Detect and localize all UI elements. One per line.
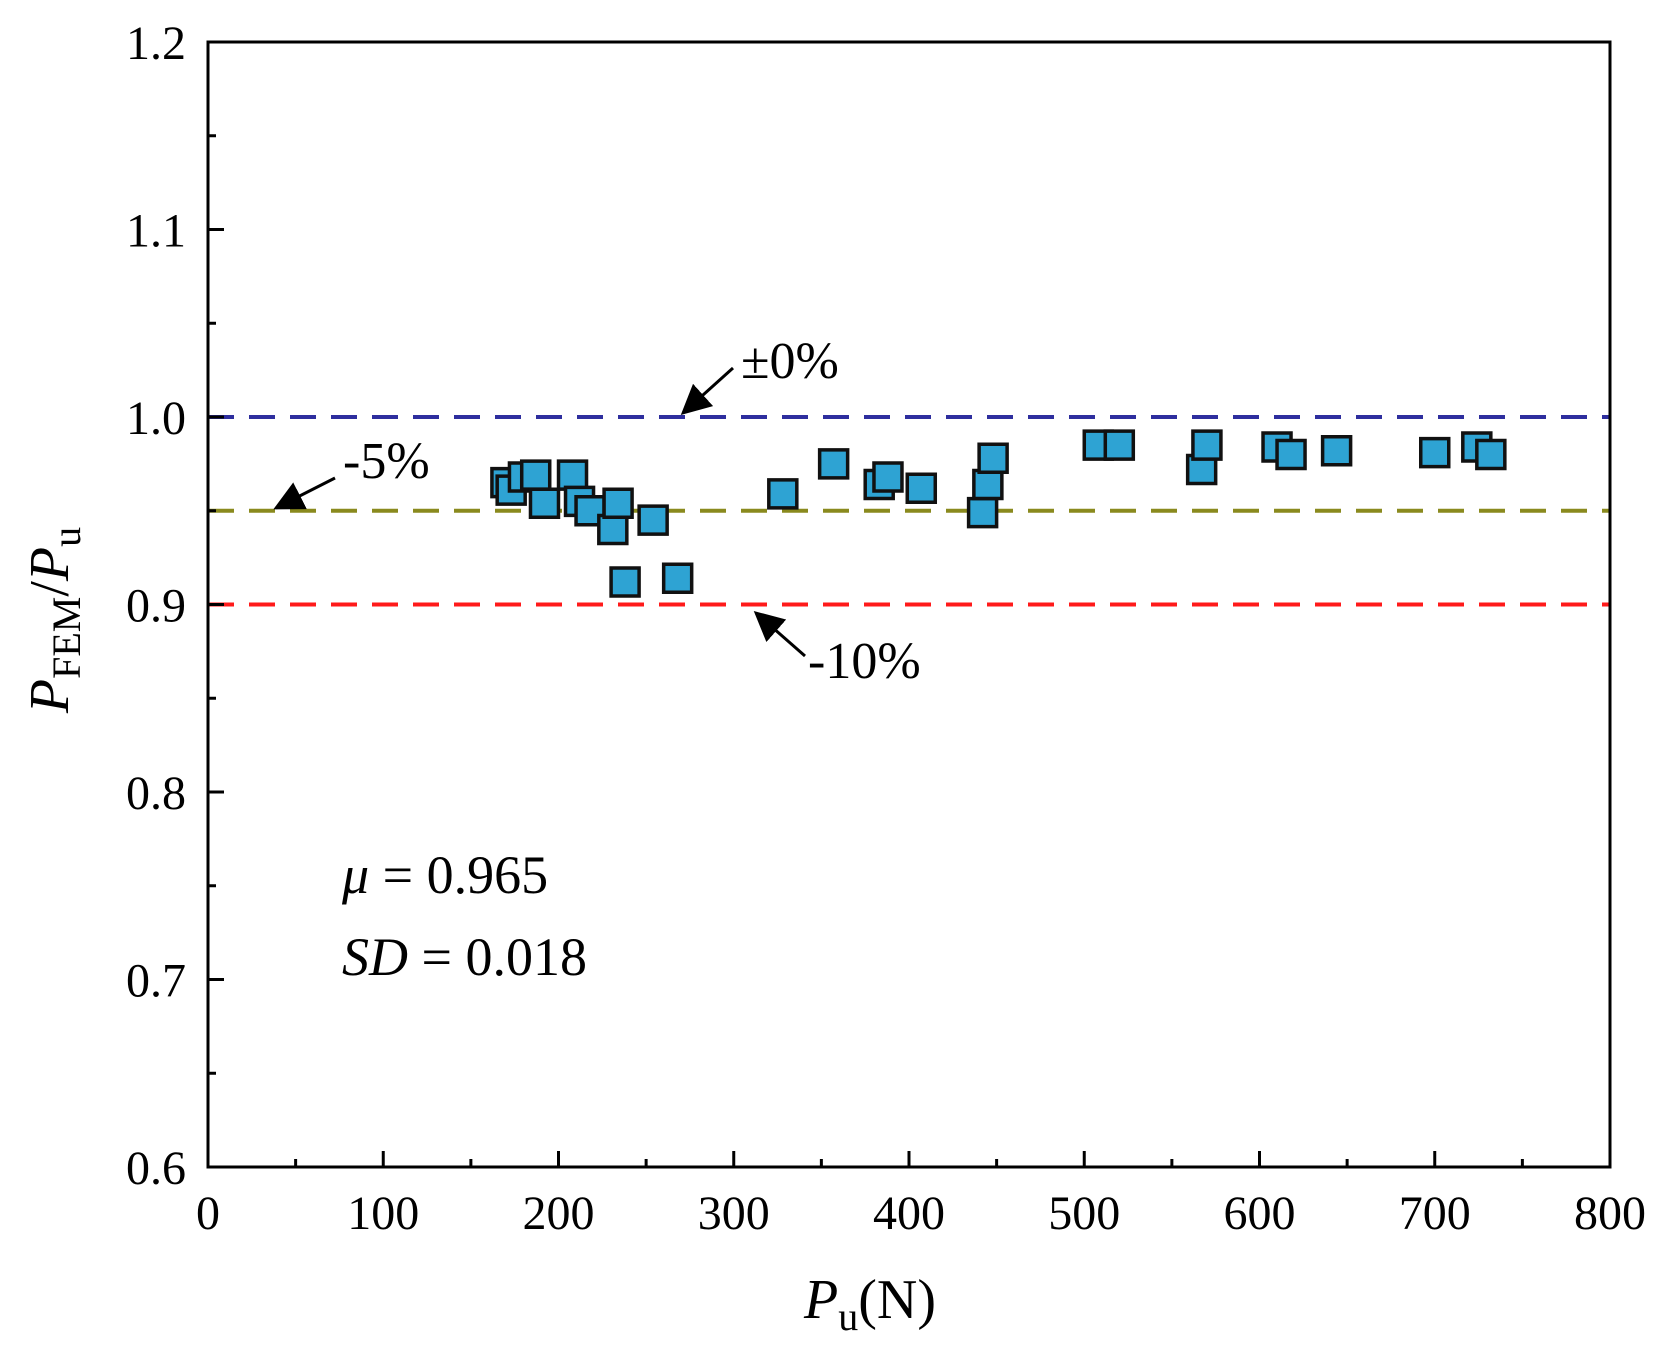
data-point [661, 562, 694, 594]
data-point [966, 496, 999, 529]
data-point [519, 459, 552, 491]
label-zero-percent: ±0% [741, 333, 839, 390]
mean-annotation: μ = 0.965 [341, 845, 548, 905]
data-point [1475, 438, 1507, 471]
y-tick-label: 1.1 [126, 205, 186, 258]
data-point [872, 461, 904, 493]
x-tick-label: 600 [1224, 1187, 1296, 1240]
data-point [609, 566, 641, 598]
data-point [767, 478, 799, 510]
data-point [602, 487, 634, 519]
x-tick-label: 700 [1399, 1187, 1471, 1240]
y-tick-label: 0.7 [126, 955, 186, 1008]
arrow-minus5-percent [273, 476, 336, 510]
mu-symbol: μ [341, 845, 369, 905]
data-point [1103, 429, 1136, 461]
sd-annotation: SD = 0.018 [342, 927, 587, 987]
annotation-arrows [273, 366, 806, 658]
sd-value: = 0.018 [408, 927, 587, 987]
data-point [1419, 436, 1451, 469]
x-tick-label: 300 [698, 1187, 770, 1240]
data-point [637, 504, 669, 536]
x-title-p: P [803, 1269, 838, 1331]
data-point [597, 513, 629, 546]
x-tick-label: 400 [873, 1187, 945, 1240]
x-tick-label: 500 [1048, 1187, 1120, 1240]
arrow-zero-percent [680, 366, 735, 416]
x-tick-label: 200 [523, 1187, 595, 1240]
y-tick-label: 1.2 [126, 17, 186, 70]
label-minus10-percent: -10% [808, 633, 921, 690]
data-point [977, 442, 1009, 474]
data-point [972, 468, 1004, 501]
y-tick-label: 0.8 [126, 767, 186, 820]
data-point [556, 459, 589, 491]
x-tick-label: 0 [196, 1187, 220, 1240]
y-title-num-sub: FEM [44, 597, 89, 679]
arrow-minus10-percent [753, 611, 806, 658]
reference-lines [208, 415, 1610, 607]
y-axis-title: PFEM/Pu [19, 527, 89, 714]
data-point [817, 448, 850, 480]
y-tick-label: 1.0 [126, 392, 186, 445]
data-point [528, 487, 561, 519]
data-point [1320, 435, 1353, 467]
x-title-sub: u [838, 1294, 858, 1339]
y-title-sep: / [19, 581, 81, 597]
sd-symbol: SD [342, 927, 408, 987]
y-title-den: P [19, 547, 81, 582]
data-point [1275, 438, 1307, 471]
x-title-suffix: (N) [858, 1269, 936, 1331]
x-tick-label: 800 [1574, 1187, 1646, 1240]
x-axis-title: Pu(N) [803, 1269, 936, 1339]
data-point [905, 472, 938, 504]
plot-frame [206, 40, 1612, 1169]
mu-value: = 0.965 [369, 845, 548, 905]
data-points [490, 429, 1507, 598]
x-tick-label: 100 [347, 1187, 419, 1240]
y-title-den-sub: u [44, 527, 89, 547]
y-tick-label: 0.9 [126, 580, 186, 633]
axis-ticks: 0 100 200 300 400 500 600 700 800 0.6 0.7 0.8 0.9 1.0… [126, 17, 1646, 1240]
data-point [1191, 429, 1223, 461]
label-minus5-percent: -5% [343, 433, 430, 490]
y-title-num: P [19, 679, 81, 714]
y-tick-label: 0.6 [126, 1142, 186, 1195]
